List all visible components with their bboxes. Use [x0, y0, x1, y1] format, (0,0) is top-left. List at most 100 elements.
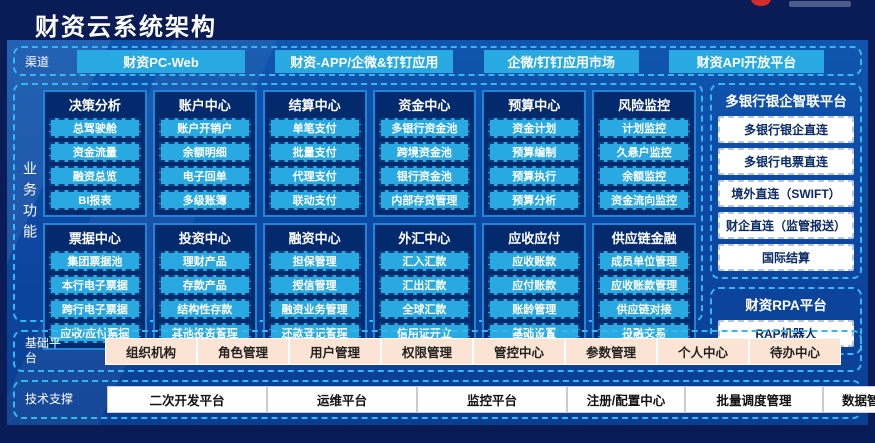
- tech-label: 技术支撑: [25, 392, 74, 406]
- module-title: 供应链金融: [611, 231, 677, 246]
- platform-item[interactable]: 权限管理: [381, 337, 473, 365]
- channel-button[interactable]: 企微/钉钉应用市场: [483, 49, 639, 73]
- module-title: 预算中心: [508, 98, 561, 113]
- module-item[interactable]: 本行电子票据: [49, 275, 141, 295]
- module-panel: 资金中心多银行资金池 跨境资金池银行资金池内部存贷管理: [372, 90, 477, 217]
- tech-item[interactable]: 监控平台: [417, 386, 567, 413]
- module-title: 决策分析: [68, 98, 121, 113]
- platform-item[interactable]: 待办中心: [749, 337, 841, 365]
- modules-grid: 决策分析 总驾驶舱 资金流量 融资总览 BI报表 账户中心 账户开销户 余额明细 电子回单 多级账…: [43, 90, 696, 350]
- module-item[interactable]: 汇出汇款: [378, 275, 471, 295]
- channels-buttons: 财资PC-Web 财资-APP/企微&钉钉应用 企微/钉钉应用市场 财资API开放平台: [77, 49, 850, 73]
- module-item[interactable]: 余额明细: [158, 142, 251, 162]
- channels-label: 渠道: [25, 54, 50, 69]
- module-item[interactable]: 汇入汇款: [378, 251, 471, 271]
- module-item[interactable]: 应付账款: [488, 275, 581, 295]
- channel-button[interactable]: 财资API开放平台: [668, 49, 824, 73]
- right-panel-item[interactable]: 多银行电票直连: [718, 148, 854, 175]
- module-item[interactable]: 跨行电子票据: [49, 299, 141, 319]
- module-panel: 决策分析总驾驶舱资金流量融资总览 BI报表: [43, 90, 147, 217]
- platform-item[interactable]: 组织机构: [105, 337, 197, 365]
- module-item[interactable]: 电子回单: [158, 166, 251, 186]
- platform-item[interactable]: 用户管理: [289, 337, 381, 365]
- module-item[interactable]: 预算分析: [488, 190, 581, 210]
- module-item[interactable]: 融资总览: [49, 166, 141, 186]
- module-panel: 风险监控计划监控久悬户监控余额监控资金流向监控: [592, 90, 696, 217]
- right-panel-title: 多银行银企智联平台: [725, 94, 847, 109]
- module-item[interactable]: 单笔支付: [268, 118, 361, 138]
- module-item[interactable]: 供应链对接: [598, 299, 690, 319]
- tech-item[interactable]: 注册/配置中心: [567, 386, 685, 413]
- module-item[interactable]: 账户开销户: [158, 118, 251, 138]
- module-panel: 投资中心 理财产品 存款产品 结构性存款 其他投资管理: [152, 223, 257, 350]
- module-item[interactable]: 存款产品: [158, 275, 251, 295]
- module-item[interactable]: 余额监控: [598, 166, 690, 186]
- platform-row: 基础平台 组织机构 角色管理 用户管理 权限管理 管控中心 参数管理 个人中心 待办中心: [13, 330, 862, 372]
- right-column: 多银行银企智联平台多银行银企直连 多银行电票直连 境外直连（SWIFT） 财企直连（监…: [710, 83, 862, 355]
- module-panel: 账户中心账户开销户余额明细电子回单多级账簿: [152, 90, 257, 217]
- module-item[interactable]: 融资业务管理: [268, 299, 361, 319]
- module-title: 应收应付: [508, 231, 561, 246]
- module-item[interactable]: 集团票据池: [49, 251, 141, 271]
- right-panel-item[interactable]: 财企直连（监管报送）: [718, 212, 854, 239]
- module-item[interactable]: 成员单位管理: [598, 251, 690, 271]
- module-item[interactable]: 预算编制: [488, 142, 581, 162]
- module-title: 投资中心: [178, 231, 231, 246]
- module-item[interactable]: 跨境资金池: [378, 142, 471, 162]
- module-item[interactable]: 总驾驶舱: [49, 118, 141, 138]
- module-item[interactable]: 授信管理: [268, 275, 361, 295]
- module-item[interactable]: 久悬户监控: [598, 142, 690, 162]
- module-item[interactable]: 应收账款管理: [598, 275, 690, 295]
- module-item[interactable]: 多级账簿: [158, 190, 251, 210]
- content-row: 业务功能 决策分析 总驾驶舱 资金流量 融资总览 BI报表 账户中心 账户开销户 余额明细 电子…: [13, 83, 862, 355]
- platform-item[interactable]: 管控中心: [473, 337, 565, 365]
- module-item[interactable]: 全球汇款: [378, 299, 471, 319]
- channel-button[interactable]: 财资-APP/企微&钉钉应用: [275, 49, 454, 73]
- module-item[interactable]: 资金计划: [488, 118, 581, 138]
- platform-chips: 组织机构 角色管理 用户管理 权限管理 管控中心 参数管理 个人中心 待办中心: [77, 337, 867, 365]
- tech-item[interactable]: 运维平台: [267, 386, 417, 413]
- module-title: 票据中心: [68, 231, 121, 246]
- platform-item[interactable]: 参数管理: [565, 337, 657, 365]
- module-panel: 票据中心 集团票据池 本行电子票据 跨行电子票据 应收/应付票据: [43, 223, 147, 350]
- module-item[interactable]: 资金流量: [49, 142, 141, 162]
- module-item[interactable]: 预算执行: [488, 166, 581, 186]
- module-panel: 供应链金融 成员单位管理 应收账款管理 供应链对接 投融交易: [592, 223, 696, 350]
- module-title: 外汇中心: [398, 231, 451, 246]
- module-item[interactable]: 内部存贷管理: [378, 190, 471, 210]
- module-title: 资金中心: [398, 98, 451, 113]
- module-item[interactable]: 计划监控: [598, 118, 690, 138]
- module-item[interactable]: 结构性存款: [158, 299, 251, 319]
- module-title: 账户中心: [178, 98, 231, 113]
- module-panel: 预算中心资金计划预算编制预算执行预算分析: [482, 90, 587, 217]
- module-item[interactable]: 理财产品: [158, 251, 251, 271]
- module-item[interactable]: 联动支付: [268, 190, 361, 210]
- module-item[interactable]: 多银行资金池: [378, 118, 471, 138]
- business-functions-panel: 业务功能 决策分析 总驾驶舱 资金流量 融资总览 BI报表 账户中心 账户开销户 余额明细 电子…: [13, 83, 703, 350]
- right-panel-item[interactable]: 国际结算: [718, 244, 854, 271]
- platform-item[interactable]: 个人中心: [657, 337, 749, 365]
- module-item[interactable]: 批量支付: [268, 142, 361, 162]
- module-item[interactable]: 应收账款: [488, 251, 581, 271]
- module-panel: 结算中心 单笔支付 批量支付 代理支付 联动支付: [262, 90, 367, 217]
- channel-button[interactable]: 财资PC-Web: [77, 49, 245, 73]
- module-item[interactable]: 资金流向监控: [598, 190, 690, 210]
- right-panel-title: 财资RPA平台: [745, 298, 827, 313]
- module-item[interactable]: 担保管理: [268, 251, 361, 271]
- module-item[interactable]: 银行资金池: [378, 166, 471, 186]
- tech-item[interactable]: 数据智能分析平台: [823, 386, 875, 413]
- module-item[interactable]: 账龄管理: [488, 299, 581, 319]
- tech-item[interactable]: 批量调度管理: [685, 386, 823, 413]
- module-panel: 融资中心 担保管理 授信管理 融资业务管理 还款登记管理: [262, 223, 367, 350]
- tech-item[interactable]: 二次开发平台: [107, 386, 267, 413]
- business-functions-label: 业务功能: [22, 160, 38, 245]
- module-item[interactable]: BI报表: [49, 190, 141, 210]
- platform-item[interactable]: 角色管理: [197, 337, 289, 365]
- module-title: 风险监控: [618, 98, 671, 113]
- platform-label: 基础平台: [25, 336, 62, 365]
- partner-logo: [751, 0, 771, 6]
- right-panel-item[interactable]: 境外直连（SWIFT）: [718, 180, 854, 207]
- right-panel-item[interactable]: 多银行银企直连: [718, 116, 854, 143]
- module-item[interactable]: 代理支付: [268, 166, 361, 186]
